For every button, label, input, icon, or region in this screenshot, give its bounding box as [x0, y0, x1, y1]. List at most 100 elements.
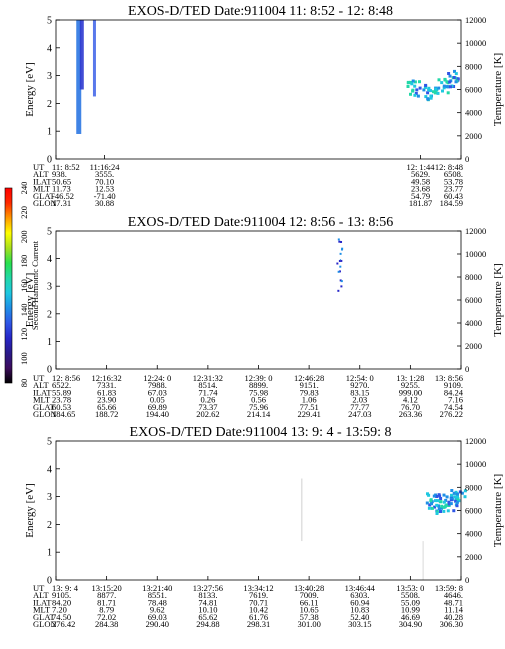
orbit-value: 3555.: [95, 169, 114, 179]
orbit-row-label: MLT: [33, 184, 51, 194]
temperature-point: [449, 498, 453, 502]
temperature-point: [449, 85, 452, 89]
colorbar-tick-label: 120: [19, 328, 29, 341]
temperature-point: [435, 512, 439, 515]
temperature-point: [454, 80, 458, 84]
orbit-value: 74.81: [198, 597, 217, 607]
orbit-value: 298.31: [247, 619, 270, 629]
temperature-point: [455, 500, 459, 504]
y2-axis-label: Temperature [K]: [492, 474, 504, 547]
temperature-point: [413, 80, 417, 84]
data-speck: [159, 493, 163, 498]
data-speck: [338, 261, 341, 264]
y-tick-label: 3: [47, 71, 52, 82]
data-speck: [338, 260, 341, 263]
data-speck: [337, 238, 340, 241]
orbit-value: 13: 9: 4: [52, 583, 79, 593]
orbit-row-label: GLON: [33, 619, 57, 629]
y2-tick-label: 12000: [465, 436, 486, 446]
y2-tick-label: 0: [465, 364, 469, 374]
temperature-trace: [406, 69, 460, 102]
orbit-row-label: GLON: [33, 198, 57, 208]
temperature-point: [452, 509, 456, 513]
orbit-value: 83.15: [350, 387, 369, 397]
orbit-value: 294.88: [196, 619, 219, 629]
temperature-point: [411, 88, 415, 92]
orbit-value: 184.59: [440, 198, 463, 208]
data-speck: [155, 494, 159, 499]
y-tick-label: 3: [47, 282, 52, 293]
y-tick-label: 3: [47, 492, 52, 503]
orbit-value: 10.42: [249, 605, 268, 615]
orbit-value: 54.79: [411, 191, 430, 201]
temperature-point: [442, 84, 446, 88]
temperature-point: [439, 497, 443, 500]
temperature-point: [432, 90, 435, 94]
temperature-point: [437, 507, 441, 511]
y2-tick-label: 8000: [465, 272, 482, 282]
temperature-point: [414, 92, 418, 95]
orbit-value: 52.40: [350, 612, 369, 622]
temperature-point: [418, 86, 422, 90]
orbit-value: 301.00: [297, 619, 320, 629]
temperature-point: [435, 495, 439, 498]
temperature-point: [434, 499, 437, 503]
orbit-value: 7.16: [448, 395, 463, 405]
orbit-value: 23.78: [52, 395, 71, 405]
orbit-value: 184.65: [52, 409, 75, 419]
colorbar-tick-label: 200: [19, 230, 29, 243]
orbit-value: 23.68: [411, 184, 430, 194]
orbit-value: 4646.: [444, 590, 463, 600]
orbit-value: 11.73: [52, 184, 71, 194]
orbit-value: 84.24: [444, 387, 464, 397]
orbit-value: 7.20: [52, 605, 67, 615]
data-line: [301, 478, 303, 542]
data-speck: [163, 556, 167, 561]
data-speck: [157, 537, 161, 542]
orbit-value: -46.52: [52, 191, 74, 201]
orbit-value: 74.54: [444, 402, 464, 412]
temperature-point: [426, 97, 430, 101]
y-tick-label: 0: [47, 365, 52, 376]
data-speck: [165, 537, 169, 542]
temperature-point: [432, 494, 436, 498]
orbit-value: 9151.: [300, 380, 319, 390]
temperature-point: [437, 504, 440, 508]
temperature-point: [433, 91, 437, 95]
spectrogram-strip: [76, 20, 82, 134]
spectrogram-block: [76, 20, 96, 134]
orbit-value: 23.90: [97, 395, 116, 405]
y-tick-label: 5: [47, 16, 52, 27]
colorbar-tick-label: 220: [19, 206, 29, 219]
temperature-point: [454, 490, 458, 494]
y-tick-label: 5: [47, 227, 52, 238]
temperature-point: [424, 95, 428, 99]
data-speck: [155, 566, 159, 571]
orbit-value: 9270.: [350, 380, 369, 390]
orbit-value: 12.53: [95, 184, 114, 194]
data-speck: [162, 561, 166, 566]
y-tick-label: 1: [47, 127, 52, 138]
data-speck: [339, 252, 342, 255]
data-speck: [158, 491, 162, 496]
orbit-value: 67.03: [148, 387, 167, 397]
spectrogram-strip: [92, 20, 96, 97]
orbit-value: 81.71: [97, 597, 116, 607]
orbit-value: 8899.: [249, 380, 268, 390]
temperature-point: [439, 500, 443, 504]
temperature-point: [447, 72, 451, 75]
colorbar-scale: [4, 187, 13, 384]
temperature-point: [435, 503, 439, 507]
temperature-point: [446, 509, 450, 513]
orbit-row-label: ILAT: [33, 387, 52, 397]
y-tick-label: 0: [47, 155, 52, 166]
temperature-point: [426, 492, 429, 496]
temperature-point: [406, 85, 410, 88]
orbit-value: 11:16:24: [90, 162, 121, 172]
data-speck: [161, 468, 165, 473]
temperature-point: [426, 91, 430, 95]
orbit-value: 60.94: [350, 597, 370, 607]
temperature-point: [424, 83, 428, 87]
orbit-value: 9255.: [401, 380, 420, 390]
